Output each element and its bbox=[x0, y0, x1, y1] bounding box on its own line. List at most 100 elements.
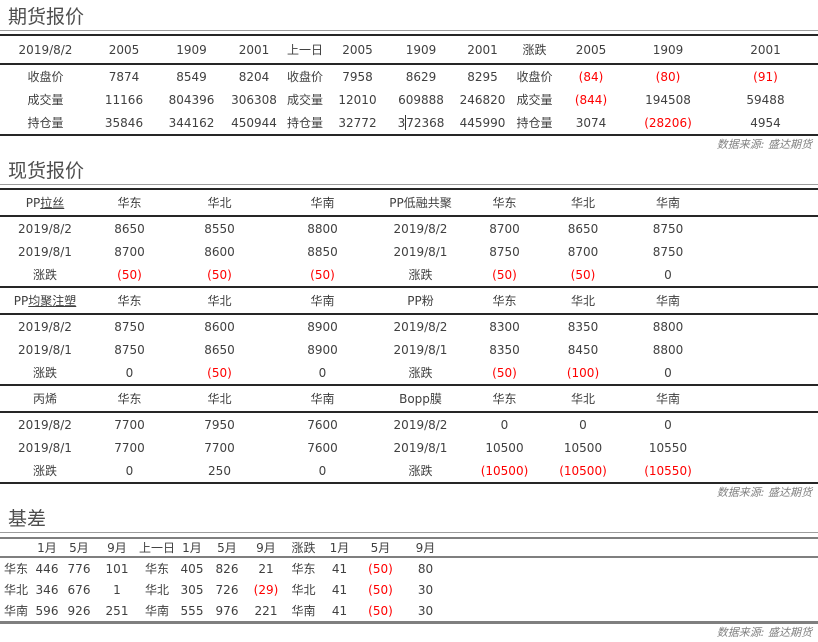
region-header: 华北 bbox=[207, 392, 232, 406]
value-cell: 10550 bbox=[648, 440, 688, 455]
region-header: 华南 bbox=[655, 196, 680, 210]
row-label: 收盘价 bbox=[286, 70, 323, 84]
filler-cell bbox=[448, 579, 818, 600]
column-header: 2019/8/2 bbox=[18, 42, 73, 57]
futures-table: 2019/8/2 2005 1909 2001 上一日 2005 1909 2001 涨跌 200… bbox=[0, 34, 818, 136]
product-header-row: PP均聚注塑 华东 华北 华南 PP粉 华东 华北 华南 bbox=[0, 287, 818, 314]
row-label: 2019/8/2 bbox=[18, 319, 72, 334]
table-row: 2019/8/1 8700 8600 8850 2019/8/1 8750 8700 8750 bbox=[0, 240, 818, 263]
value-cell: 8300 bbox=[489, 319, 520, 334]
value-cell: 0 bbox=[125, 463, 134, 478]
value-cell: 926 bbox=[67, 603, 91, 618]
row-label: 涨跌 bbox=[32, 366, 57, 380]
filler-cell bbox=[448, 538, 818, 557]
value-cell: 8850 bbox=[307, 244, 338, 259]
table-row: 持仓量 35846 344162 450944 持仓量 32772 372368 445990… bbox=[0, 111, 818, 135]
row-label: 涨跌 bbox=[408, 464, 433, 478]
product-name: PP低融共聚 bbox=[389, 196, 452, 210]
value-cell: 8629 bbox=[405, 69, 437, 84]
value-cell: (50) bbox=[207, 365, 232, 380]
table-row: 2019/8/1 7700 7700 7600 2019/8/1 10500 10500 10… bbox=[0, 436, 818, 459]
data-source-note: 数据来源: 盛达期货 bbox=[716, 626, 812, 639]
table-row: 华东 446 776 101 华东 405 826 21 华东 41 (50) 80 bbox=[0, 557, 818, 579]
column-header: 9月 bbox=[256, 541, 276, 555]
region-header: 华东 bbox=[117, 196, 142, 210]
value-cell: 8295 bbox=[467, 69, 498, 84]
value-cell: 0 bbox=[500, 417, 509, 432]
text-edit-cursor bbox=[405, 115, 407, 130]
value-cell: 221 bbox=[254, 603, 278, 618]
column-header: 2005 bbox=[108, 42, 140, 57]
row-label: 2019/8/1 bbox=[18, 440, 72, 455]
row-label: 持仓量 bbox=[516, 116, 553, 130]
region-header: 华东 bbox=[492, 294, 517, 308]
column-header: 1月 bbox=[182, 541, 202, 555]
column-header: 1909 bbox=[176, 42, 207, 57]
column-header: 2005 bbox=[342, 42, 373, 57]
filler-cell bbox=[713, 189, 818, 216]
value-cell: 450944 bbox=[231, 115, 277, 130]
value-cell: (50) bbox=[117, 267, 142, 282]
value-cell: 0 bbox=[664, 267, 672, 282]
value-cell: 305 bbox=[180, 582, 204, 597]
value-cell: 7958 bbox=[342, 69, 373, 84]
spot-section-title: 现货报价 bbox=[0, 156, 818, 185]
column-header: 1月 bbox=[329, 541, 350, 555]
value-cell: 8549 bbox=[176, 69, 207, 84]
row-label: 2019/8/2 bbox=[393, 417, 448, 432]
value-cell: 194508 bbox=[645, 92, 691, 107]
value-cell: 7600 bbox=[307, 440, 338, 455]
data-source-note: 数据来源: 盛达期货 bbox=[716, 138, 812, 151]
filler-cell bbox=[713, 287, 818, 314]
region-header: 华东 bbox=[117, 294, 142, 308]
value-cell: 8350 bbox=[567, 319, 599, 334]
row-label: 2019/8/1 bbox=[393, 244, 448, 259]
value-cell: 246820 bbox=[459, 92, 506, 107]
futures-section: 期货报价 2019/8/2 2005 1909 2001 上一日 2005 1909 2001… bbox=[0, 0, 818, 154]
value-cell: 8204 bbox=[238, 69, 270, 84]
column-header: 2001 bbox=[238, 42, 270, 57]
value-cell: (50) bbox=[368, 603, 393, 618]
value-cell: 445990 bbox=[459, 115, 506, 130]
value-cell: 41 bbox=[331, 561, 348, 576]
product-name-underlined: 均聚注塑 bbox=[28, 294, 77, 308]
filler-cell bbox=[713, 459, 818, 483]
value-cell: (10500) bbox=[480, 463, 529, 478]
value-cell: 8600 bbox=[204, 319, 235, 334]
row-label: 2019/8/2 bbox=[18, 417, 72, 432]
value-cell: 0 bbox=[318, 463, 327, 478]
product-name: Bopp膜 bbox=[399, 392, 442, 406]
value-cell: 596 bbox=[35, 603, 59, 618]
value-cell: 8750 bbox=[489, 244, 520, 259]
filler-cell bbox=[448, 600, 818, 623]
column-header: 上一日 bbox=[286, 43, 323, 57]
value-cell: 8650 bbox=[204, 342, 235, 357]
value-cell: 8650 bbox=[567, 221, 599, 236]
product-name-underlined: 拉丝 bbox=[40, 196, 65, 210]
row-label: 华南 bbox=[291, 604, 316, 618]
table-row: 涨跌 0 (50) 0 涨跌 (50) (100) 0 bbox=[0, 361, 818, 385]
value-cell: 8800 bbox=[652, 319, 684, 334]
value-cell: 251 bbox=[105, 603, 129, 618]
value-cell: 8800 bbox=[307, 221, 338, 236]
value-cell: 3074 bbox=[575, 115, 607, 130]
value-cell: 250 bbox=[208, 463, 231, 478]
value-cell: (100) bbox=[566, 365, 600, 380]
region-header: 华南 bbox=[310, 392, 335, 406]
value-cell: 80 bbox=[417, 561, 434, 576]
value-cell: 976 bbox=[215, 603, 239, 618]
column-header: 涨跌 bbox=[291, 541, 316, 555]
value-cell: 8750 bbox=[652, 244, 684, 259]
region-header: 华北 bbox=[570, 294, 595, 308]
data-source-note: 数据来源: 盛达期货 bbox=[716, 486, 812, 499]
product-header-row: PP拉丝 华东 华北 华南 PP低融共聚 华东 华北 华南 bbox=[0, 189, 818, 216]
column-header: 5月 bbox=[217, 541, 237, 555]
value-cell: (80) bbox=[655, 69, 681, 84]
value-cell: (50) bbox=[310, 267, 335, 282]
value-cell: 7700 bbox=[114, 417, 145, 432]
region-header: 华北 bbox=[570, 392, 595, 406]
value-cell: 8450 bbox=[567, 342, 599, 357]
value-cell: 4954 bbox=[750, 115, 781, 130]
region-header: 华北 bbox=[207, 196, 232, 210]
region-header: 华东 bbox=[117, 392, 142, 406]
